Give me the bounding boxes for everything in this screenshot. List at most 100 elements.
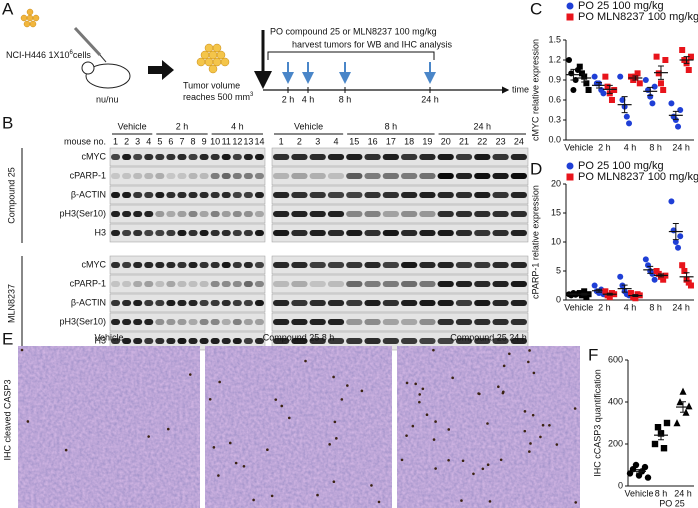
mouse-number: 10 <box>210 136 220 146</box>
blot-band <box>155 319 165 325</box>
blot-strip <box>109 274 266 294</box>
blot-band <box>455 300 473 306</box>
blot-band <box>510 154 527 160</box>
blot-band <box>188 211 198 217</box>
charts: 0.0 0.3 0.6 0.9 1.2 1.5 cMYC relative expressi… <box>530 0 698 508</box>
stained-cell <box>274 398 278 401</box>
ihc-title: Vehicle <box>94 332 123 342</box>
data-point <box>602 73 609 80</box>
blot-band <box>455 173 473 179</box>
stained-cell <box>528 349 531 352</box>
data-point <box>679 47 686 53</box>
blot-band <box>166 192 176 198</box>
blot-band <box>133 211 143 217</box>
blot-band <box>437 300 454 306</box>
group-label: 2 h <box>176 121 189 131</box>
stained-cell <box>405 434 408 437</box>
stained-cell <box>270 494 274 498</box>
blot-band <box>291 338 308 344</box>
y-tick-label: 0 <box>556 294 561 304</box>
blot-band <box>309 211 326 217</box>
data-point <box>679 262 686 269</box>
group-label: Vehicle <box>118 121 147 131</box>
blot-band <box>474 319 491 325</box>
blot-band <box>243 281 253 287</box>
mouse-number: 4 <box>146 136 151 146</box>
blot-band <box>346 192 363 198</box>
blot-strip <box>271 185 529 205</box>
stained-cell <box>541 423 545 427</box>
data-point <box>677 233 684 240</box>
blot-band <box>210 173 220 179</box>
data-point <box>583 80 590 87</box>
x-tick-label: Vehicle <box>564 302 593 312</box>
blot-band <box>273 154 290 160</box>
blot-band <box>221 281 231 287</box>
data-point <box>611 87 618 93</box>
blot-band <box>419 154 436 160</box>
data-point <box>651 83 658 90</box>
x-tick-label: 24 h <box>674 488 692 498</box>
blot-band <box>455 281 473 287</box>
blot-band <box>133 281 143 287</box>
syringe <box>73 26 102 57</box>
blot-band <box>291 230 308 236</box>
blot-band <box>401 338 418 344</box>
cells-label: NCI-H446 1X10 <box>6 50 70 60</box>
blot-band <box>232 192 242 198</box>
blot-band <box>188 192 198 198</box>
mouse-number: 24 <box>514 136 524 146</box>
blot-band <box>291 300 308 306</box>
data-point <box>632 461 640 469</box>
blot-band <box>155 173 165 179</box>
y-tick-label: 5 <box>556 265 561 275</box>
blot-band <box>221 300 231 306</box>
blot-band <box>221 338 231 344</box>
stained-cell <box>287 416 291 420</box>
blot-band <box>437 211 454 217</box>
stained-cell <box>328 443 331 446</box>
legend-label: PO 25 100 mg/kg <box>578 160 664 172</box>
mouse-number: 14 <box>254 136 264 146</box>
blot-band <box>111 319 121 325</box>
blot-band <box>166 319 176 325</box>
x-tick-label: 4 h <box>624 142 637 152</box>
y-tick-label: 1.2 <box>548 54 561 64</box>
protein-label: cPARP-1 <box>70 170 106 180</box>
blot-band <box>166 338 176 344</box>
protein-label: cMYC <box>82 259 107 269</box>
blot-band <box>273 338 290 344</box>
mouse-number: 18 <box>404 136 414 146</box>
blot-band <box>309 154 326 160</box>
legend-label: PO MLN8237 100 mg/kg <box>578 171 698 183</box>
blot-band <box>437 173 454 179</box>
x-tick-label: 8 h <box>655 488 668 498</box>
blot-band <box>510 319 527 325</box>
mouse-number: 17 <box>386 136 396 146</box>
data-point <box>617 273 624 280</box>
blot-band <box>492 230 509 236</box>
blot-band <box>437 338 454 344</box>
needle <box>99 54 107 63</box>
data-point <box>675 244 682 251</box>
blot-band <box>232 281 242 287</box>
stained-cell <box>405 381 409 385</box>
blot-band <box>155 192 165 198</box>
stained-cell <box>370 484 373 487</box>
timepoint-label: 8 h <box>339 94 352 104</box>
blot-band <box>210 211 220 217</box>
blot-band <box>232 319 242 325</box>
blot-strip <box>109 312 266 332</box>
blot-band <box>199 262 209 268</box>
mouse-number: 3 <box>315 136 320 146</box>
blot-band <box>144 262 154 268</box>
blot-band <box>122 192 132 198</box>
legend-label: PO 25 100 mg/kg <box>578 0 664 12</box>
error-bar <box>672 110 679 120</box>
stained-cell <box>421 387 425 391</box>
blot-band <box>364 211 381 217</box>
stained-cell <box>548 423 551 427</box>
data-point <box>660 87 667 93</box>
